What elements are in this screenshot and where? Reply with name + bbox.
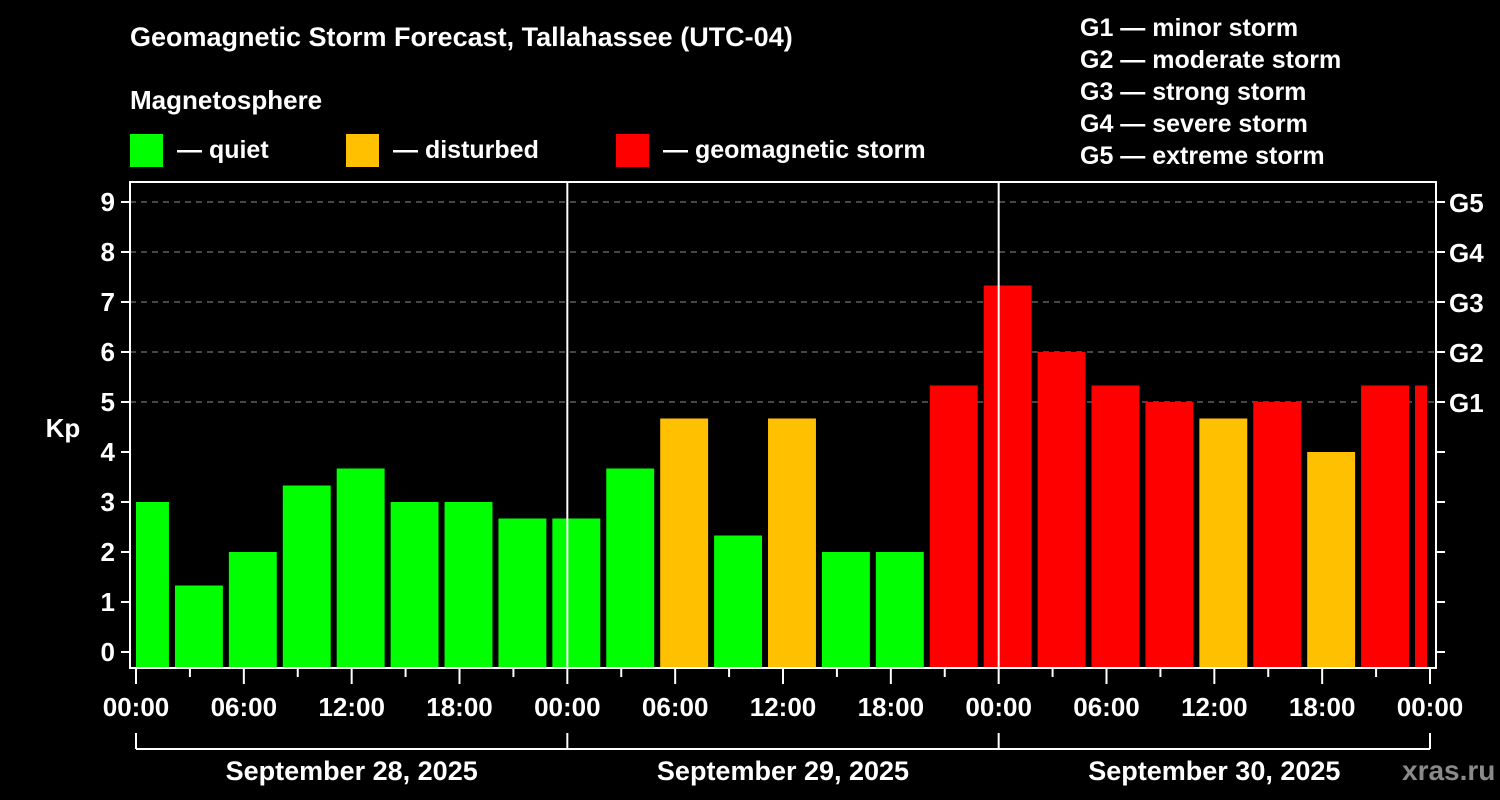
y-tick-label: 8: [101, 237, 115, 267]
legend-storm: — geomagnetic storm: [616, 133, 926, 167]
g-level-label: G2: [1449, 338, 1484, 368]
kp-bar: [390, 502, 439, 667]
x-tick-label: 00:00: [1397, 692, 1464, 722]
y-tick-label: 9: [101, 187, 115, 217]
x-tick-label: 12:00: [318, 692, 385, 722]
y-tick-label: 2: [101, 537, 115, 567]
x-tick-label: 12:00: [750, 692, 817, 722]
x-tick-label: 00:00: [103, 692, 170, 722]
kp-bar: [606, 468, 655, 667]
legend-swatch-storm: [616, 133, 649, 167]
bar-layer: [136, 285, 1427, 667]
watermark: xras.ru: [1402, 755, 1496, 786]
kp-bar: [552, 518, 601, 667]
x-tick-label: 06:00: [211, 692, 278, 722]
x-tick-label: 00:00: [534, 692, 601, 722]
g-level-label: G4: [1449, 238, 1484, 268]
legend-label-quiet: — quiet: [177, 135, 269, 164]
g-scale-item: G2 — moderate storm: [1080, 46, 1342, 74]
kp-bar: [1091, 385, 1140, 667]
y-axis-label: Kp: [46, 413, 81, 443]
g-scale-list: G1 — minor storm G2 — moderate storm G3 …: [1080, 12, 1341, 172]
kp-bar: [660, 418, 709, 667]
legend-disturbed: — disturbed: [346, 133, 539, 167]
g-level-label: G3: [1449, 288, 1484, 318]
day-label: September 29, 2025: [657, 756, 909, 786]
kp-bar: [1037, 352, 1086, 667]
kp-bar: [875, 552, 924, 667]
day-label: September 28, 2025: [226, 756, 478, 786]
y-tick-label: 7: [101, 287, 115, 317]
axis-layer: 0 1 2 3 4 5 6 7 8 9 G1 G2 G3 G4 G5 00:00 06:00 12:00 18:00…: [101, 181, 1484, 786]
x-tick-label: 18:00: [858, 692, 925, 722]
x-tick-label: 06:00: [642, 692, 709, 722]
legend-swatch-quiet: [130, 133, 163, 167]
y-tick-label: 6: [101, 337, 115, 367]
kp-bar: [1361, 385, 1410, 667]
legend-title: Magnetosphere: [130, 85, 323, 115]
x-tick-label: 00:00: [965, 692, 1032, 722]
x-tick-label: 06:00: [1073, 692, 1140, 722]
g-scale-item: G4 — severe storm: [1080, 110, 1308, 138]
kp-bar: [228, 552, 277, 667]
day-label: September 30, 2025: [1088, 756, 1340, 786]
g-level-label: G1: [1449, 388, 1484, 418]
kp-bar: [1307, 452, 1356, 667]
g-level-label: G5: [1449, 188, 1484, 218]
y-tick-label: 4: [101, 437, 116, 467]
x-tick-label: 18:00: [1289, 692, 1356, 722]
kp-bar: [1199, 418, 1248, 667]
g-scale-item: G3 — strong storm: [1080, 78, 1307, 106]
legend-quiet: — quiet: [130, 133, 269, 167]
kp-bar: [714, 535, 763, 667]
legend-label-disturbed: — disturbed: [393, 135, 539, 164]
y-tick-label: 1: [101, 587, 115, 617]
kp-bar: [983, 285, 1032, 667]
kp-bar: [336, 468, 385, 667]
g-scale-item: G1 — minor storm: [1080, 14, 1299, 42]
kp-bar: [821, 552, 870, 667]
kp-bar: [282, 485, 331, 667]
kp-bar: [1415, 385, 1427, 667]
kp-bar: [498, 518, 547, 667]
legend-swatch-disturbed: [346, 133, 379, 167]
kp-bar: [136, 502, 169, 667]
x-tick-label: 12:00: [1181, 692, 1248, 722]
chart-title: Geomagnetic Storm Forecast, Tallahassee …: [130, 22, 793, 52]
x-tick-label: 18:00: [426, 692, 493, 722]
kp-bar: [444, 502, 493, 667]
kp-bar: [1145, 402, 1194, 667]
kp-bar: [174, 585, 223, 667]
grid-layer: [130, 201, 1436, 403]
y-tick-label: 3: [101, 487, 115, 517]
y-tick-label: 0: [101, 637, 115, 667]
y-tick-label: 5: [101, 387, 115, 417]
legend-label-storm: — geomagnetic storm: [663, 135, 926, 164]
kp-bar: [768, 418, 816, 667]
kp-bar: [1253, 402, 1302, 667]
g-scale-item: G5 — extreme storm: [1080, 142, 1325, 170]
kp-bar: [929, 385, 978, 667]
